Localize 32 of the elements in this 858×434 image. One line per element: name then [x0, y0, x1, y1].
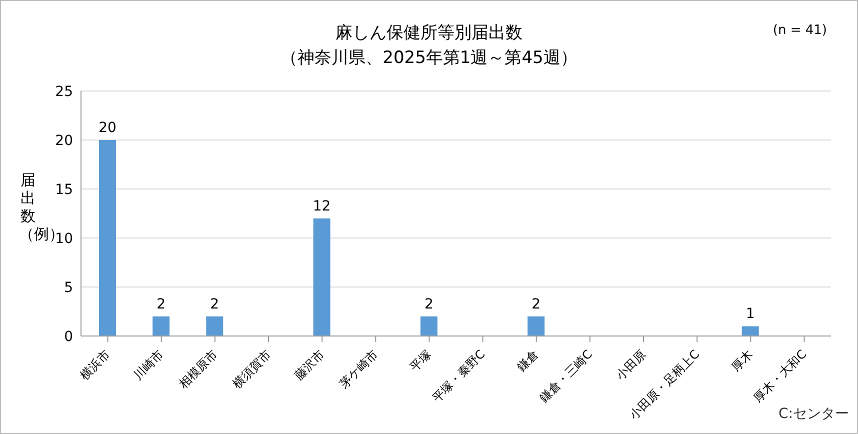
bar	[152, 316, 170, 336]
x-tick-label: 平塚	[407, 347, 434, 374]
data-label: 12	[312, 198, 331, 214]
bar	[99, 140, 116, 336]
data-label: 2	[210, 296, 220, 312]
bar	[206, 316, 224, 336]
data-label: 1	[746, 306, 755, 322]
x-tick-label: 茅ケ崎市	[336, 347, 381, 391]
y-tick-label: 25	[55, 84, 73, 100]
data-label: 2	[532, 296, 541, 312]
x-tick-label: 横須賀市	[230, 347, 274, 391]
x-tick-label: 相模原市	[176, 347, 220, 391]
x-tick-label: 小田原	[613, 347, 648, 382]
bar	[420, 316, 438, 336]
y-tick-label: 20	[55, 132, 73, 149]
data-label: 2	[156, 296, 166, 312]
y-tick-label: 15	[55, 182, 73, 198]
bar	[313, 218, 330, 336]
text: (n = 41)	[772, 23, 827, 38]
data-label: 20	[98, 120, 116, 136]
bar	[528, 316, 545, 336]
y-tick-label: 0	[64, 328, 73, 345]
data-label: 2	[424, 296, 434, 312]
x-tick-label: 藤沢市	[292, 347, 328, 382]
bar	[742, 326, 759, 336]
x-tick-label: 川崎市	[130, 347, 166, 382]
text: C:センター	[778, 405, 849, 423]
x-tick-label: 横浜市	[77, 347, 113, 382]
chart-subtitle: （神奈川県、2025年第1週～第45週）	[280, 47, 578, 70]
y-tick-label: 10	[55, 230, 73, 247]
chart-title: 麻しん保健所等別届出数	[336, 23, 522, 43]
y-tick-label: 5	[64, 280, 73, 296]
